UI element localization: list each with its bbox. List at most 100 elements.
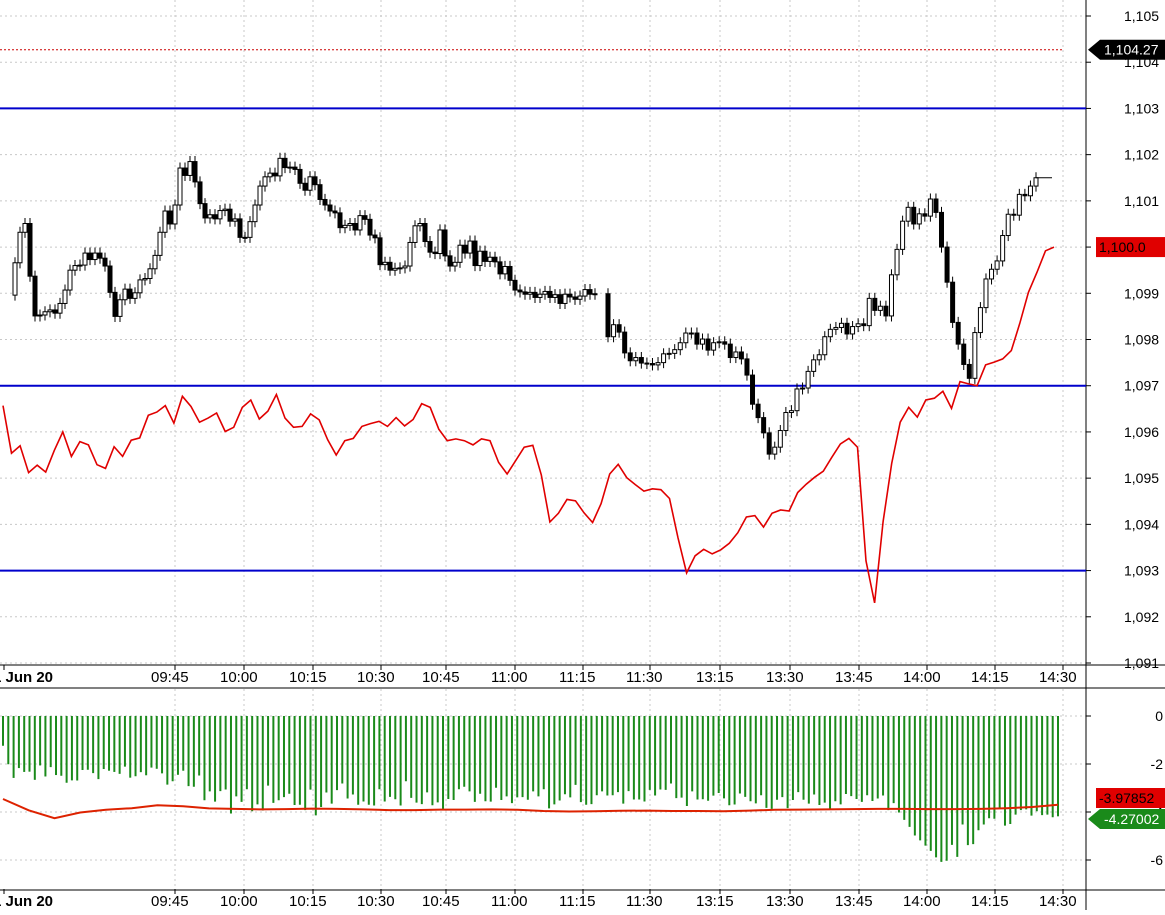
candle-body — [638, 357, 644, 364]
oscillator-histogram-marker-bg — [1088, 809, 1165, 829]
candle-body — [605, 293, 611, 338]
candle-body — [252, 204, 258, 223]
candle-body — [277, 157, 283, 177]
candle-body — [627, 352, 633, 362]
candle-body — [833, 326, 839, 330]
candle-body — [750, 374, 756, 405]
candle-body — [457, 244, 463, 263]
time-axis-label: 10:15 — [289, 893, 327, 910]
price-axis-tick-label: 1,096 — [1124, 424, 1159, 440]
candle-body — [187, 161, 193, 176]
candle-body — [844, 322, 850, 335]
candle-body — [192, 161, 198, 183]
candle-body — [711, 342, 717, 351]
candle-body — [761, 417, 767, 434]
candle-body — [172, 204, 178, 225]
time-axis-label: 13:45 — [835, 893, 873, 910]
price-axis-tick-label: 1,101 — [1124, 193, 1159, 209]
candle-body — [916, 213, 922, 225]
candle-body — [1016, 193, 1022, 216]
candle-body — [582, 289, 588, 297]
candle-body — [822, 336, 828, 356]
candle-body — [855, 323, 861, 328]
candle-body — [447, 255, 453, 267]
candle-body — [955, 321, 961, 345]
candle-body — [794, 388, 800, 412]
candle-body — [827, 328, 833, 338]
candle-body — [152, 254, 158, 270]
last-price-marker-bg — [1096, 237, 1165, 258]
candle-body — [557, 294, 563, 304]
candle-body — [317, 184, 323, 200]
candle-body — [777, 430, 783, 448]
time-axis-label: 13:45 — [835, 669, 873, 686]
candle-body — [262, 176, 268, 187]
candle-body — [137, 279, 143, 294]
candle-body — [97, 252, 103, 259]
candle-body — [699, 338, 705, 345]
candle-body — [122, 288, 128, 301]
candle-body — [492, 256, 498, 263]
candle-body — [1033, 177, 1039, 187]
candle-body — [850, 326, 856, 335]
red-price-line — [2, 246, 1055, 604]
candle-body — [242, 236, 248, 239]
candle-body — [507, 265, 513, 281]
candle-body — [522, 291, 528, 295]
candle-body — [877, 305, 883, 311]
level-lines — [0, 49, 1086, 572]
candle-body — [716, 341, 722, 344]
candle-body — [683, 332, 689, 344]
price-axis-tick-label: 1,094 — [1124, 516, 1159, 532]
candle-body — [42, 311, 48, 316]
time-axis-label: 09:45 — [151, 669, 189, 686]
oscillator-axis-tick-label: 0 — [1155, 708, 1163, 724]
candle-body — [87, 252, 93, 261]
candle-body — [649, 363, 655, 366]
candle-body — [427, 241, 433, 253]
price-axis: 1,091 1,092 1,093 1,094 1,095 1,096 1,097 1,098… — [1086, 8, 1159, 671]
candle-body — [327, 204, 333, 212]
candle-body — [883, 305, 889, 317]
candle-body — [372, 234, 378, 239]
candle-body — [905, 206, 911, 222]
candle-body — [694, 332, 700, 345]
ask-price-marker-label: 1,104.27 — [1104, 42, 1159, 58]
oscillator-signal-line — [2, 798, 1059, 820]
time-axis-label: 14:15 — [971, 893, 1009, 910]
candle-body — [927, 198, 933, 217]
time-axis-label: 11:15 — [559, 893, 595, 910]
candle-body — [397, 267, 403, 270]
candle-body — [894, 248, 900, 276]
candle-body — [611, 324, 617, 338]
candle-body — [547, 290, 553, 298]
candle-body — [347, 223, 353, 226]
candle-body — [417, 223, 423, 227]
candle-body — [532, 291, 538, 298]
candle-body — [102, 257, 108, 267]
price-axis-tick-label: 1,099 — [1124, 285, 1159, 301]
price-axis-tick-label: 1,098 — [1124, 332, 1159, 348]
ask-price-marker: 1,104.27 — [1088, 39, 1165, 60]
candle-body — [182, 167, 188, 176]
candle-body — [197, 181, 203, 205]
candle-body — [292, 166, 298, 170]
candle-body — [382, 261, 388, 266]
candle-body — [307, 176, 313, 191]
price-axis-tick-label: 1,097 — [1124, 378, 1159, 394]
candle-body — [337, 212, 343, 229]
price-axis-tick-label: 1,103 — [1124, 100, 1159, 116]
candle-body — [666, 352, 672, 355]
candle-body — [872, 297, 878, 311]
candle-body — [542, 290, 548, 295]
time-axis-label: 11:15 — [559, 669, 595, 686]
candle-body — [167, 210, 173, 225]
candle-body — [222, 208, 228, 212]
candle-body — [944, 246, 950, 283]
price-axis-tick-label: 1,092 — [1124, 609, 1159, 625]
time-axis-label: 14:30 — [1039, 893, 1077, 910]
price-axis-tick-label: 1,105 — [1124, 8, 1159, 24]
candle-body — [1000, 235, 1006, 262]
candle-body — [47, 309, 53, 313]
